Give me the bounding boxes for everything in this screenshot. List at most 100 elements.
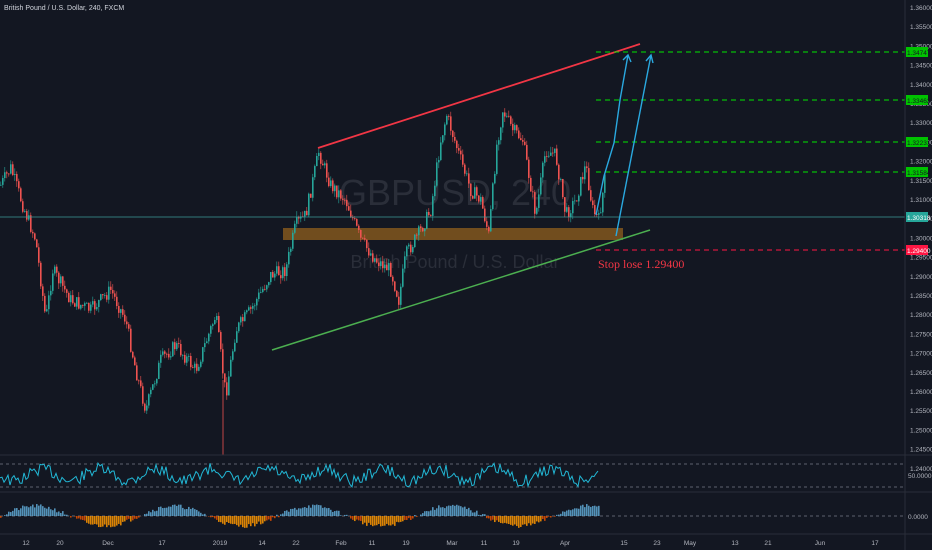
candle-body bbox=[348, 206, 350, 211]
osc-bar bbox=[368, 516, 370, 523]
osc-bar bbox=[94, 516, 96, 524]
osc-bar bbox=[122, 516, 124, 522]
candle-body bbox=[84, 303, 86, 306]
osc-bar bbox=[594, 505, 596, 516]
osc-bar bbox=[520, 516, 522, 527]
candle-body bbox=[16, 174, 18, 182]
candle-body bbox=[424, 228, 426, 232]
candle-body bbox=[406, 246, 408, 257]
osc-bar bbox=[488, 516, 490, 519]
candle-body bbox=[542, 162, 544, 178]
candle-body bbox=[438, 160, 440, 163]
osc-bar bbox=[434, 509, 436, 516]
candle-body bbox=[170, 356, 172, 358]
candle-body bbox=[354, 218, 356, 220]
osc-bar bbox=[272, 516, 274, 518]
osc-bar bbox=[402, 516, 404, 522]
osc-bar bbox=[268, 516, 270, 520]
candle-body bbox=[398, 296, 400, 305]
osc-bar bbox=[542, 516, 544, 520]
osc-bar bbox=[262, 516, 264, 524]
resistance-trendline[interactable] bbox=[317, 43, 641, 149]
candle-body bbox=[502, 112, 504, 128]
osc-bar bbox=[354, 516, 356, 522]
osc-bar bbox=[536, 516, 538, 522]
osc-bar bbox=[404, 516, 406, 520]
osc-bar bbox=[550, 516, 552, 518]
time-tick: Jun bbox=[815, 540, 826, 547]
osc-bar bbox=[494, 516, 496, 523]
support-trendline[interactable] bbox=[271, 229, 651, 351]
candle-body bbox=[338, 190, 340, 198]
candle-body bbox=[108, 286, 110, 300]
time-tick: 15 bbox=[620, 540, 628, 547]
candle-body bbox=[134, 357, 136, 366]
candle-body bbox=[282, 267, 284, 279]
candle-body bbox=[584, 166, 586, 180]
candle-body bbox=[426, 211, 428, 229]
osc-bar bbox=[568, 509, 570, 516]
arrow-head-2 bbox=[645, 53, 654, 64]
osc-bar bbox=[248, 516, 250, 525]
candle-body bbox=[602, 192, 604, 213]
osc-bar bbox=[172, 504, 174, 516]
osc-bar bbox=[186, 509, 188, 516]
candle-body bbox=[514, 125, 516, 131]
candle-body bbox=[516, 125, 518, 131]
candle-body bbox=[414, 234, 416, 248]
candle-body bbox=[32, 231, 34, 234]
candle-body bbox=[46, 309, 48, 312]
osc-bar bbox=[110, 516, 112, 528]
candle-body bbox=[82, 304, 84, 306]
candle-body bbox=[358, 225, 360, 231]
candle-body bbox=[38, 247, 40, 263]
candle-body bbox=[64, 285, 66, 290]
osc-bar bbox=[104, 516, 106, 525]
arrow-head-1 bbox=[622, 53, 632, 63]
osc-bar bbox=[320, 505, 322, 516]
candle-body bbox=[250, 307, 252, 309]
osc-bar bbox=[396, 516, 398, 522]
candle-body bbox=[284, 267, 286, 277]
osc-bar bbox=[208, 516, 210, 517]
osc-bar bbox=[458, 505, 460, 516]
candle-body bbox=[292, 232, 294, 249]
candle-body bbox=[538, 194, 540, 208]
candle-body bbox=[130, 328, 132, 352]
target-badge-4 bbox=[906, 167, 928, 177]
candle-body bbox=[576, 200, 578, 202]
osc-bar bbox=[576, 508, 578, 516]
osc-bar bbox=[34, 507, 36, 516]
osc-bar bbox=[114, 516, 116, 527]
support-zone[interactable] bbox=[283, 228, 623, 240]
osc-bar bbox=[18, 510, 20, 516]
osc-bar bbox=[288, 511, 290, 516]
candle-body bbox=[452, 130, 454, 137]
time-axis[interactable]: 12 20 Dec 17 2019 14 22 Feb 11 19 Mar 11 19 Apr 15 23 Ma… bbox=[22, 540, 879, 547]
candle-body bbox=[320, 152, 322, 164]
time-tick: Feb bbox=[335, 540, 347, 547]
osc-bar bbox=[546, 516, 548, 518]
candle-body bbox=[480, 197, 482, 202]
osc-bar bbox=[54, 508, 56, 516]
svg-text:1.34747: 1.34747 bbox=[907, 50, 931, 57]
candle-body bbox=[278, 266, 280, 276]
osc-bar bbox=[382, 516, 384, 526]
candle-body bbox=[436, 162, 438, 186]
candle-body bbox=[442, 135, 444, 143]
candle-body bbox=[160, 354, 162, 363]
osc-bar bbox=[48, 506, 50, 516]
candle-body bbox=[78, 297, 80, 309]
osc-bar bbox=[58, 511, 60, 516]
oscillator-histogram bbox=[0, 504, 600, 528]
osc-bar bbox=[4, 515, 6, 516]
price-axis[interactable]: 1.360001.355001.350001.345001.340001.335… bbox=[910, 5, 932, 473]
osc-bar bbox=[282, 513, 284, 516]
candle-body bbox=[428, 211, 430, 216]
osc-bar bbox=[532, 516, 534, 524]
candle-body bbox=[154, 383, 156, 385]
osc-bar bbox=[286, 510, 288, 516]
time-tick: Apr bbox=[560, 540, 571, 547]
